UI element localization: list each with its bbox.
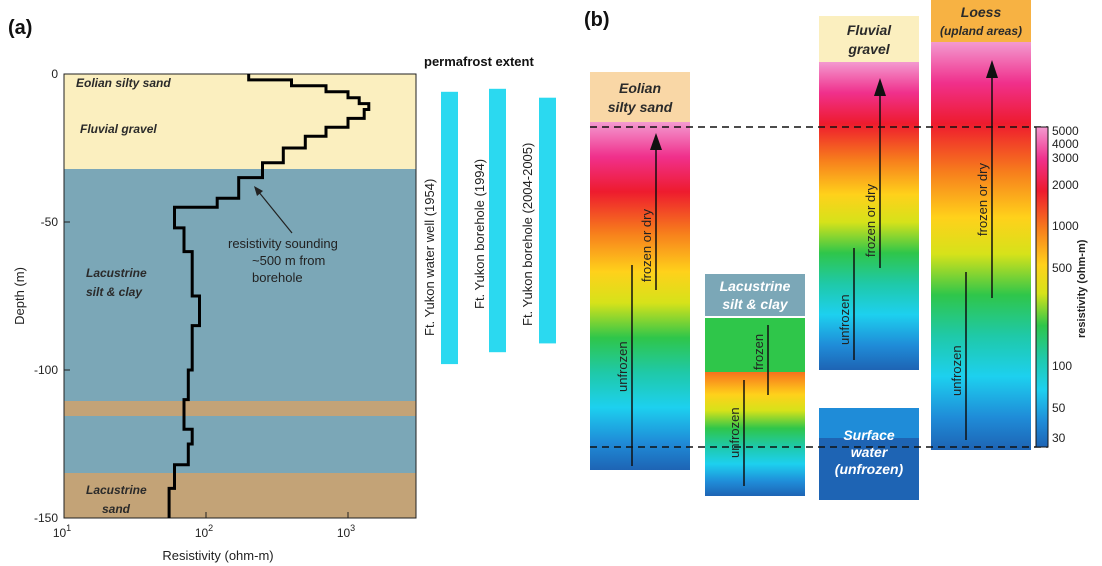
cb-tick-30: 30 <box>1052 431 1066 445</box>
cb-tick-3000: 3000 <box>1052 151 1079 165</box>
resistivity-curve <box>167 74 371 518</box>
permafrost-label-borehole-2004: Ft. Yukon borehole (2004-2005) <box>520 143 535 326</box>
permafrost-label-borehole-1994: Ft. Yukon borehole (1994) <box>472 159 487 309</box>
cb-tick-5000: 5000 <box>1052 124 1079 138</box>
cb-tick-100: 100 <box>1052 359 1072 373</box>
layer-eolian-fluvial <box>64 74 416 169</box>
layer-sand-stripe <box>64 401 416 416</box>
col3-label-1: Fluvial <box>847 22 892 38</box>
layer-lacustrine-silt <box>64 169 416 401</box>
colorbar-label: resistivity (ohm-m) <box>1076 239 1088 338</box>
annotation-line-3: borehole <box>252 270 303 285</box>
surface-water-line-1: Surface <box>843 427 895 443</box>
col4-resistivity-bar <box>931 42 1031 450</box>
plot-frame <box>63 73 417 519</box>
col1-label-2: silty sand <box>608 99 673 115</box>
cb-tick-2000: 2000 <box>1052 178 1079 192</box>
col1-label-1: Eolian <box>619 80 661 96</box>
cb-tick-50: 50 <box>1052 401 1066 415</box>
permafrost-bar-water-well <box>441 91 458 365</box>
panel-b-letter: (b) <box>584 9 610 31</box>
x-tick-1000: 103 <box>337 523 355 540</box>
panel-a-plot: 0 -50 -100 -150 101 102 103 Resistivity … <box>12 67 417 563</box>
column-lacustrine: Lacustrine silt & clay unfrozen frozen <box>705 274 805 496</box>
col4-arrow-up <box>986 60 998 78</box>
col4-label-2: (upland areas) <box>940 24 1022 38</box>
cb-tick-1000: 1000 <box>1052 219 1079 233</box>
col4-frozen-label: frozen or dry <box>975 163 990 236</box>
layer-label-lacustrine-silt-2: silt & clay <box>86 285 143 299</box>
annotation-line-1: resistivity sounding <box>228 236 338 251</box>
layer-label-fluvial: Fluvial gravel <box>80 122 157 136</box>
col1-arrow-up <box>650 133 662 150</box>
col2-unfrozen-label: unfrozen <box>727 407 742 458</box>
layer-label-lacustrine-sand-2: sand <box>102 502 131 516</box>
col3-frozen-label: frozen or dry <box>863 184 878 257</box>
y-axis-label: Depth (m) <box>12 267 27 325</box>
surface-water-top <box>819 408 919 438</box>
layer-label-lacustrine-sand-1: Lacustrine <box>86 483 147 497</box>
col4-label-box <box>931 0 1031 42</box>
column-eolian: Eolian silty sand unfrozen frozen or dry <box>590 72 690 470</box>
col2-green-top <box>705 318 805 372</box>
col2-frozen-label: frozen <box>751 334 766 370</box>
column-fluvial: Fluvial gravel unfrozen frozen or dry <box>819 16 919 370</box>
layer-label-eolian: Eolian silty sand <box>76 76 171 90</box>
x-tick-100: 102 <box>195 523 213 540</box>
col2-label-1: Lacustrine <box>720 278 791 294</box>
permafrost-label-water-well: Ft. Yukon water well (1954) <box>422 179 437 336</box>
col2-label-2: silt & clay <box>722 296 789 312</box>
col3-label-box <box>819 16 919 62</box>
col1-resistivity-bar <box>590 122 690 470</box>
col1-unfrozen-label: unfrozen <box>615 341 630 392</box>
col1-frozen-label: frozen or dry <box>639 209 654 282</box>
y-tick-1: -50 <box>41 215 59 229</box>
col3-unfrozen-label: unfrozen <box>837 294 852 345</box>
y-tick-3: -150 <box>34 511 58 525</box>
x-tick-10: 101 <box>53 523 71 540</box>
annotation-arrowhead <box>254 186 263 196</box>
permafrost-title: permafrost extent <box>424 54 534 69</box>
col4-label-1: Loess <box>961 4 1002 20</box>
y-tick-0: 0 <box>51 67 58 81</box>
surface-water-line-3: (unfrozen) <box>835 461 904 477</box>
column-loess: Loess (upland areas) unfrozen frozen or … <box>931 0 1031 450</box>
colorbar: 5000 4000 3000 2000 1000 500 100 50 30 r… <box>1035 124 1088 448</box>
col2-label-box <box>705 274 805 316</box>
cb-tick-500: 500 <box>1052 261 1072 275</box>
col3-resistivity-bar <box>819 62 919 370</box>
layer-label-lacustrine-silt-1: Lacustrine <box>86 266 147 280</box>
col3-arrow-up <box>874 78 886 96</box>
surface-water: Surface water (unfrozen) <box>819 408 919 500</box>
x-axis-label: Resistivity (ohm-m) <box>162 548 273 563</box>
cb-tick-4000: 4000 <box>1052 137 1079 151</box>
permafrost-bar-borehole-1994 <box>489 88 506 353</box>
layer-lacustrine-silt-lower <box>64 416 416 473</box>
permafrost-extent: permafrost extent Ft. Yukon water well (… <box>422 54 556 365</box>
permafrost-bar-borehole-2004 <box>539 97 556 344</box>
layer-lacustrine-sand <box>64 473 416 518</box>
col3-label-2: gravel <box>847 41 890 57</box>
panel-a-letter: (a) <box>8 17 32 39</box>
annotation-arrow-line <box>257 190 293 234</box>
col1-label-box <box>590 72 690 122</box>
col4-unfrozen-label: unfrozen <box>949 345 964 396</box>
colorbar-gradient <box>1035 126 1049 448</box>
y-tick-2: -100 <box>34 363 58 377</box>
annotation-line-2: ~500 m from <box>252 253 325 268</box>
surface-water-line-2: water <box>851 444 889 460</box>
